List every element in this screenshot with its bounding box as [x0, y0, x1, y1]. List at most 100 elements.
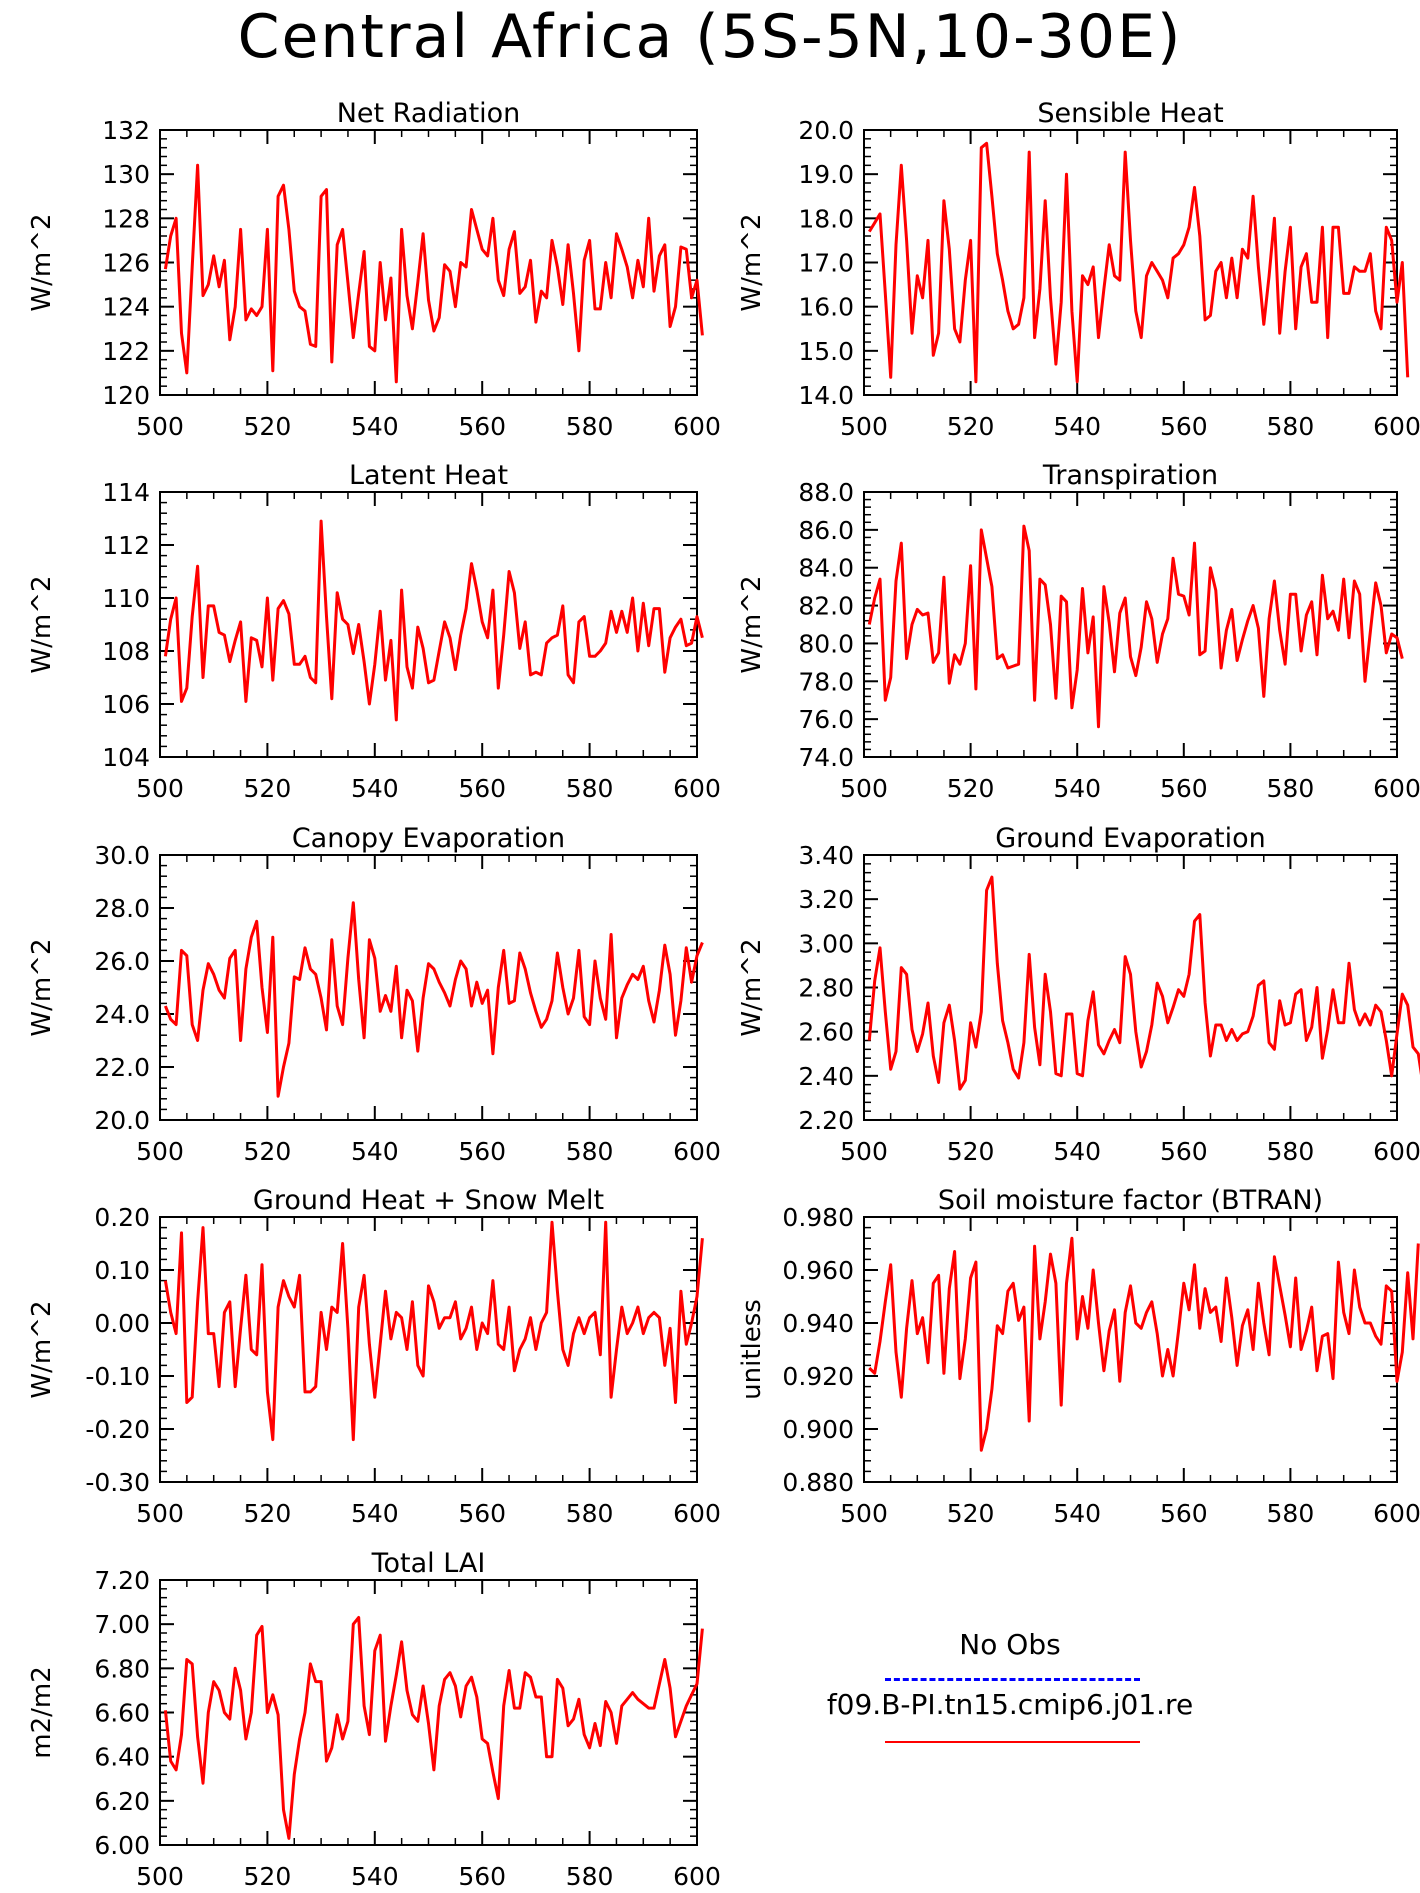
- x-tick-label: 580: [566, 1137, 614, 1166]
- x-tick-label: 600: [673, 1499, 721, 1528]
- y-tick-label: 6.40: [94, 1743, 150, 1772]
- x-tick-label: 600: [673, 1862, 721, 1891]
- x-tick-label: 560: [458, 1137, 506, 1166]
- y-tick-label: 130: [102, 160, 150, 189]
- x-tick-label: 540: [351, 1499, 399, 1528]
- x-tick-label: 560: [1160, 1499, 1208, 1528]
- y-tick-label: 106: [102, 690, 150, 719]
- y-tick-label: 6.60: [94, 1699, 150, 1728]
- y-tick-label: 114: [102, 478, 150, 507]
- y-tick-label: 20.0: [798, 116, 854, 145]
- x-tick-label: 580: [1267, 1499, 1315, 1528]
- y-tick-label: 80.0: [798, 629, 854, 658]
- legend-obs-line: [885, 1678, 1140, 1681]
- y-tick-label: 2.60: [798, 1018, 854, 1047]
- y-tick-label: 20.0: [94, 1106, 150, 1135]
- y-tick-label: -0.30: [85, 1468, 150, 1497]
- plot-frame: [863, 129, 1398, 396]
- x-tick-label: 560: [1160, 1137, 1208, 1166]
- x-tick-label: 580: [566, 1862, 614, 1891]
- y-axis-label: W/m^2: [27, 213, 57, 311]
- series-line-transpiration: [867, 524, 1404, 729]
- plot-frame: [159, 129, 698, 396]
- chart-title: Canopy Evaporation: [292, 823, 565, 854]
- y-tick-label: 0.900: [782, 1415, 854, 1444]
- x-tick-label: 580: [566, 412, 614, 441]
- x-tick-label: 560: [458, 774, 506, 803]
- y-tick-label: 19.0: [798, 160, 854, 189]
- chart-ground-heat-snow-melt: Ground Heat + Snow Melt W/m^2 -0.30 -0.20 -0…: [27, 1185, 721, 1528]
- y-tick-label: 0.10: [94, 1256, 150, 1285]
- chart-title: Net Radiation: [337, 98, 521, 129]
- y-tick-label: 6.20: [94, 1787, 150, 1816]
- x-tick-label: 580: [1267, 774, 1315, 803]
- y-tick-label: 0.00: [94, 1309, 150, 1338]
- y-tick-label: 120: [102, 381, 150, 410]
- y-tick-label: 15.0: [798, 337, 854, 366]
- x-tick-label: 600: [673, 1137, 721, 1166]
- y-tick-label: 17.0: [798, 249, 854, 278]
- x-tick-label: 540: [1053, 1137, 1101, 1166]
- y-tick-label: 3.40: [798, 841, 854, 870]
- y-tick-label: 26.0: [94, 947, 150, 976]
- x-tick-label: 580: [566, 774, 614, 803]
- y-tick-label: 82.0: [798, 592, 854, 621]
- series-line-ground-heat-snow-melt: [163, 1220, 704, 1442]
- x-tick-label: 560: [458, 412, 506, 441]
- legend-model-label: f09.B-PI.tn15.cmip6.j01.re: [826, 1688, 1194, 1721]
- y-axis-label: W/m^2: [737, 575, 767, 673]
- y-tick-label: 0.940: [782, 1309, 854, 1338]
- series-line-soil-moisture-factor-btran: [868, 1236, 1420, 1452]
- y-axis-label: W/m^2: [27, 575, 57, 673]
- y-tick-label: 0.920: [782, 1362, 854, 1391]
- x-tick-label: 600: [1373, 412, 1420, 441]
- x-tick-label: 520: [244, 412, 292, 441]
- x-tick-label: 500: [136, 1137, 184, 1166]
- series-line-canopy-evaporation: [164, 901, 704, 1098]
- legend-model-line: [885, 1741, 1140, 1743]
- chart-latent-heat: Latent Heat W/m^2 104 106 108 110 112 114 500 520…: [27, 460, 721, 803]
- series-line-total-lai: [163, 1616, 704, 1840]
- series-line-sensible-heat: [868, 141, 1410, 384]
- x-tick-label: 500: [840, 1137, 888, 1166]
- page-title: Central Africa (5S-5N,10-30E): [237, 2, 1183, 72]
- y-tick-label: 2.80: [798, 974, 854, 1003]
- y-tick-label: 6.80: [94, 1654, 150, 1683]
- x-tick-label: 500: [136, 1499, 184, 1528]
- y-tick-label: 28.0: [94, 894, 150, 923]
- chart-sensible-heat: Sensible Heat W/m^2 14.0 15.0 16.0 17.0 18.0 19…: [737, 98, 1420, 441]
- plot-frame: [159, 1579, 698, 1846]
- y-tick-label: 76.0: [798, 705, 854, 734]
- y-tick-label: 14.0: [798, 381, 854, 410]
- chart-title: Transpiration: [1042, 460, 1218, 491]
- y-axis-label: W/m^2: [737, 938, 767, 1036]
- plot-frame: [159, 854, 698, 1121]
- x-tick-label: 580: [1267, 1137, 1315, 1166]
- y-tick-label: 78.0: [798, 667, 854, 696]
- series-line-net-radiation: [163, 163, 704, 384]
- x-tick-label: 600: [1373, 1137, 1420, 1166]
- x-tick-label: 520: [244, 1862, 292, 1891]
- x-tick-label: 600: [673, 774, 721, 803]
- legend-obs-label: No Obs: [959, 1628, 1061, 1661]
- x-tick-label: 540: [351, 412, 399, 441]
- y-tick-label: 122: [102, 337, 150, 366]
- chart-net-radiation: Net Radiation W/m^2 120 122 124 126 128 130 132 5…: [27, 98, 721, 441]
- y-tick-label: 84.0: [798, 554, 854, 583]
- y-tick-label: 0.880: [782, 1468, 854, 1497]
- x-tick-label: 520: [947, 412, 995, 441]
- y-tick-label: 16.0: [798, 293, 854, 322]
- x-tick-label: 540: [351, 1137, 399, 1166]
- y-tick-label: -0.20: [85, 1415, 150, 1444]
- y-tick-label: 128: [102, 204, 150, 233]
- x-tick-label: 520: [244, 774, 292, 803]
- y-tick-label: 126: [102, 249, 150, 278]
- chart-title: Sensible Heat: [1037, 98, 1223, 129]
- x-tick-label: 600: [1373, 1499, 1420, 1528]
- chart-soil-moisture-btran: Soil moisture factor (BTRAN) unitless 0.88…: [737, 1185, 1420, 1528]
- y-tick-label: 108: [102, 637, 150, 666]
- y-tick-label: 132: [102, 116, 150, 145]
- y-axis-label: W/m^2: [737, 213, 767, 311]
- chart-title: Latent Heat: [349, 460, 508, 491]
- y-tick-label: 0.980: [782, 1203, 854, 1232]
